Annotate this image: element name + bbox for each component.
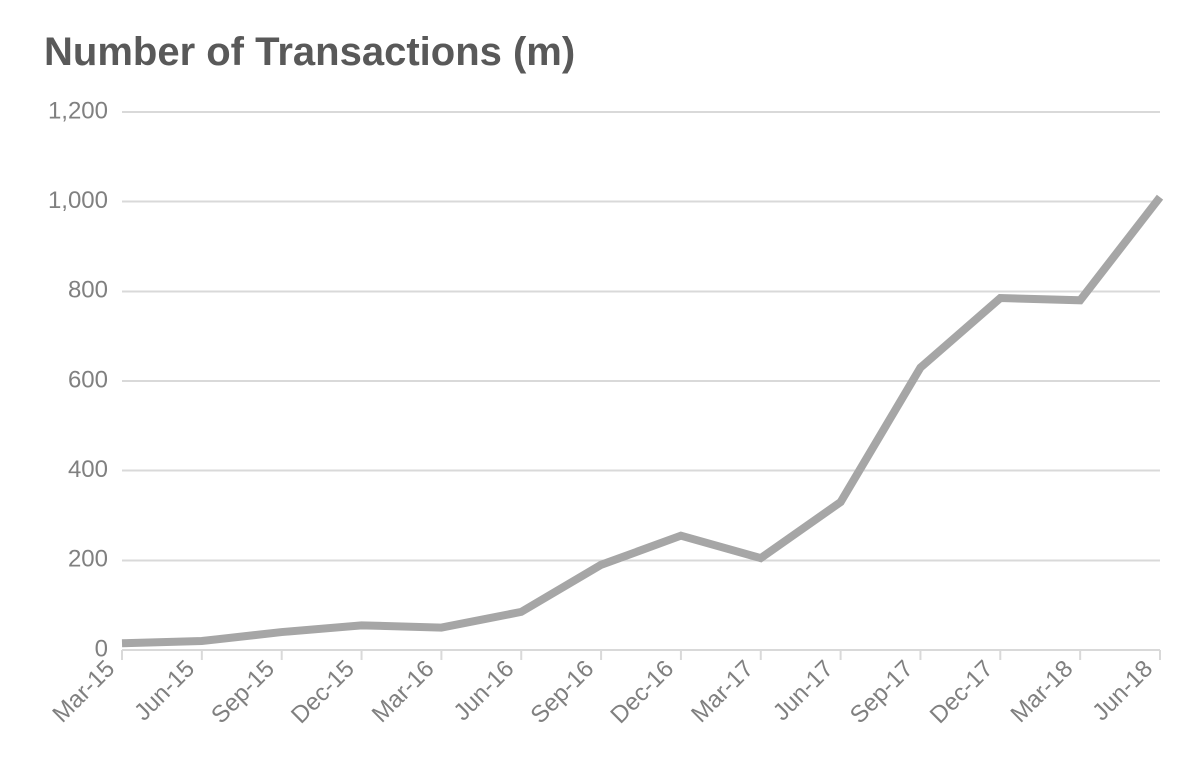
x-tick-label: Sep-17: [845, 655, 919, 729]
y-tick-label: 1,200: [48, 97, 108, 124]
x-tick-label: Jun-18: [1087, 655, 1158, 726]
data-line: [122, 197, 1160, 643]
x-tick-label: Jun-16: [448, 655, 519, 726]
chart-canvas: 02004006008001,0001,200Mar-15Jun-15Sep-1…: [0, 0, 1200, 760]
x-tick-label: Mar-15: [47, 655, 120, 728]
x-tick-label: Jun-17: [768, 655, 839, 726]
x-tick-label: Dec-15: [286, 655, 360, 729]
x-tick-label: Sep-15: [206, 655, 280, 729]
x-tick-label: Mar-17: [686, 655, 759, 728]
y-tick-label: 400: [68, 456, 108, 483]
gridlines: [122, 112, 1160, 650]
x-tick-label: Dec-17: [925, 655, 999, 729]
x-tick-label: Mar-16: [367, 655, 440, 728]
y-axis-labels: 02004006008001,0001,200: [48, 97, 108, 662]
chart-title: Number of Transactions (m): [44, 30, 575, 75]
y-tick-label: 1,000: [48, 187, 108, 214]
x-tick-label: Sep-16: [526, 655, 600, 729]
y-tick-label: 200: [68, 546, 108, 573]
x-tick-label: Mar-18: [1006, 655, 1079, 728]
x-axis-labels: Mar-15Jun-15Sep-15Dec-15Mar-16Jun-16Sep-…: [47, 655, 1158, 729]
x-axis-ticks: [122, 650, 1160, 660]
y-tick-label: 800: [68, 277, 108, 304]
x-tick-label: Jun-15: [129, 655, 200, 726]
y-tick-label: 600: [68, 366, 108, 393]
transactions-line-chart: Number of Transactions (m) 0200400600800…: [0, 0, 1200, 760]
x-tick-label: Dec-16: [605, 655, 679, 729]
